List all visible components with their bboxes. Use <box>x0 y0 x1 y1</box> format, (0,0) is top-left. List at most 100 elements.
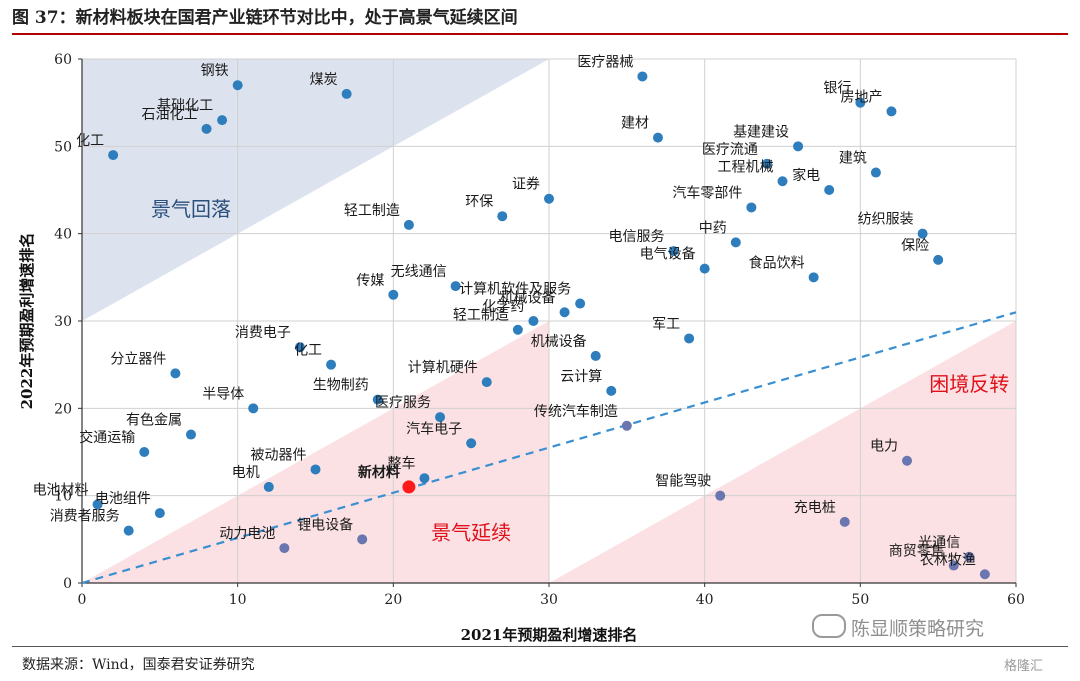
chart-regions <box>82 59 1016 583</box>
point-label: 医疗服务 <box>375 395 431 411</box>
wechat-watermark: 陈显顺策略研究 <box>812 614 984 641</box>
data-point <box>590 350 601 361</box>
data-point <box>777 176 788 187</box>
data-point <box>824 185 835 195</box>
data-point <box>684 333 695 344</box>
data-point <box>808 272 819 283</box>
point-label: 工程机械 <box>718 159 774 175</box>
point-label: 计算机软件及服务 <box>459 282 571 298</box>
point-label: 传媒 <box>356 273 384 289</box>
chart-gridlines <box>82 58 1017 583</box>
data-point <box>886 106 897 117</box>
point-label: 房地产 <box>840 89 882 105</box>
title-rule <box>12 33 1068 35</box>
point-label: 传统汽车制造 <box>534 403 618 420</box>
point-label: 被动器件 <box>251 447 307 463</box>
site-logo: 格隆汇 <box>1004 659 1044 674</box>
point-label: 光通信 <box>918 535 960 551</box>
data-point <box>902 455 913 466</box>
y-tick-label: 30 <box>54 314 72 330</box>
point-label: 纺织服装 <box>858 212 914 228</box>
point-label: 充电桩 <box>794 499 836 516</box>
wechat-icon <box>812 614 846 638</box>
footer-rule <box>12 646 1068 647</box>
data-point <box>326 359 337 370</box>
source-note: 数据来源：Wind，国泰君安证券研究 <box>22 657 255 673</box>
y-tick-label: 40 <box>54 227 72 243</box>
point-label: 电信服务 <box>609 229 665 245</box>
data-point <box>481 377 492 388</box>
point-label: 新材料 <box>358 464 400 481</box>
data-point <box>419 473 430 484</box>
point-label: 家电 <box>792 167 820 184</box>
data-point <box>372 394 383 405</box>
point-label: 商贸零售 <box>889 544 945 560</box>
data-point <box>575 298 586 309</box>
data-point <box>917 228 928 239</box>
data-point <box>403 219 414 230</box>
data-point <box>294 342 305 353</box>
point-label: 有色金属 <box>126 412 182 429</box>
point-label: 无线通信 <box>391 264 447 280</box>
point-label: 消费者服务 <box>50 509 120 525</box>
watermark-text: 陈显顺策略研究 <box>851 618 985 640</box>
point-label: 农林牧渔 <box>920 552 976 568</box>
point-label: 基建建设 <box>733 123 789 140</box>
x-tick-label: 60 <box>1007 592 1025 608</box>
point-label: 建材 <box>621 116 649 132</box>
data-point <box>715 490 726 501</box>
data-point <box>933 254 944 265</box>
point-label: 汽车电子 <box>406 420 462 437</box>
data-point <box>606 385 617 396</box>
data-point <box>497 211 508 222</box>
region-decline <box>82 59 549 321</box>
point-label: 动力电池 <box>219 526 275 542</box>
point-label: 消费电子 <box>235 325 291 341</box>
data-point <box>108 150 119 161</box>
point-label: 医疗器械 <box>577 54 633 70</box>
data-point <box>201 123 212 134</box>
point-label: 电池组件 <box>95 491 151 507</box>
region-label: 困境反转 <box>929 372 1009 396</box>
data-point <box>388 289 399 300</box>
point-label: 证券 <box>512 177 540 193</box>
point-label: 钢铁 <box>201 63 229 79</box>
data-point <box>652 132 663 143</box>
data-point <box>855 97 866 108</box>
y-tick-label: 20 <box>54 401 72 417</box>
x-tick-label: 20 <box>384 592 402 608</box>
point-label: 分立器件 <box>110 351 166 367</box>
chart-axes: 0 10 20 30 40 50 60 0 10 20 30 40 50 60 <box>54 52 1025 608</box>
x-tick-label: 10 <box>229 592 247 608</box>
data-point <box>466 438 477 449</box>
point-label: 中药 <box>699 220 727 236</box>
point-label: 银行 <box>823 81 851 97</box>
data-point <box>793 141 804 152</box>
x-tick-label: 40 <box>696 592 714 608</box>
y-tick-label: 60 <box>54 52 72 68</box>
point-label: 云计算 <box>560 369 602 385</box>
data-point <box>248 403 259 414</box>
point-label: 化工 <box>294 343 322 359</box>
x-tick-label: 50 <box>851 592 869 608</box>
data-point <box>528 316 539 326</box>
point-label: 电池材料 <box>33 482 89 498</box>
point-label: 军工 <box>652 316 680 332</box>
point-label: 智能驾驶 <box>655 474 711 490</box>
region-continue <box>82 321 549 583</box>
data-point <box>123 525 134 536</box>
point-label: 化学药 <box>482 299 524 315</box>
data-point <box>544 193 554 204</box>
data-point <box>637 71 648 82</box>
data-point <box>450 281 461 292</box>
data-point <box>761 158 772 169</box>
y-tick-label: 0 <box>63 576 72 592</box>
x-tick-label: 0 <box>78 592 87 608</box>
point-label: 半导体 <box>202 386 244 402</box>
chart-points <box>92 71 990 580</box>
data-point <box>979 569 990 580</box>
data-point <box>279 543 290 554</box>
point-label: 机械设备 <box>500 289 556 306</box>
